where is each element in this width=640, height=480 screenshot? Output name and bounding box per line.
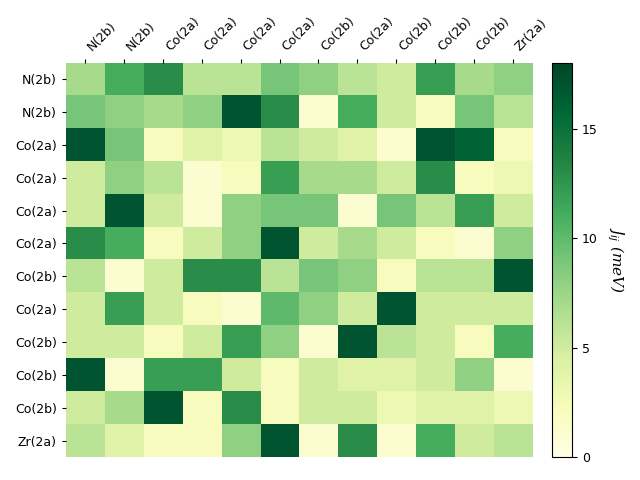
- Y-axis label: $J_{ij}$ (meV): $J_{ij}$ (meV): [605, 227, 625, 293]
